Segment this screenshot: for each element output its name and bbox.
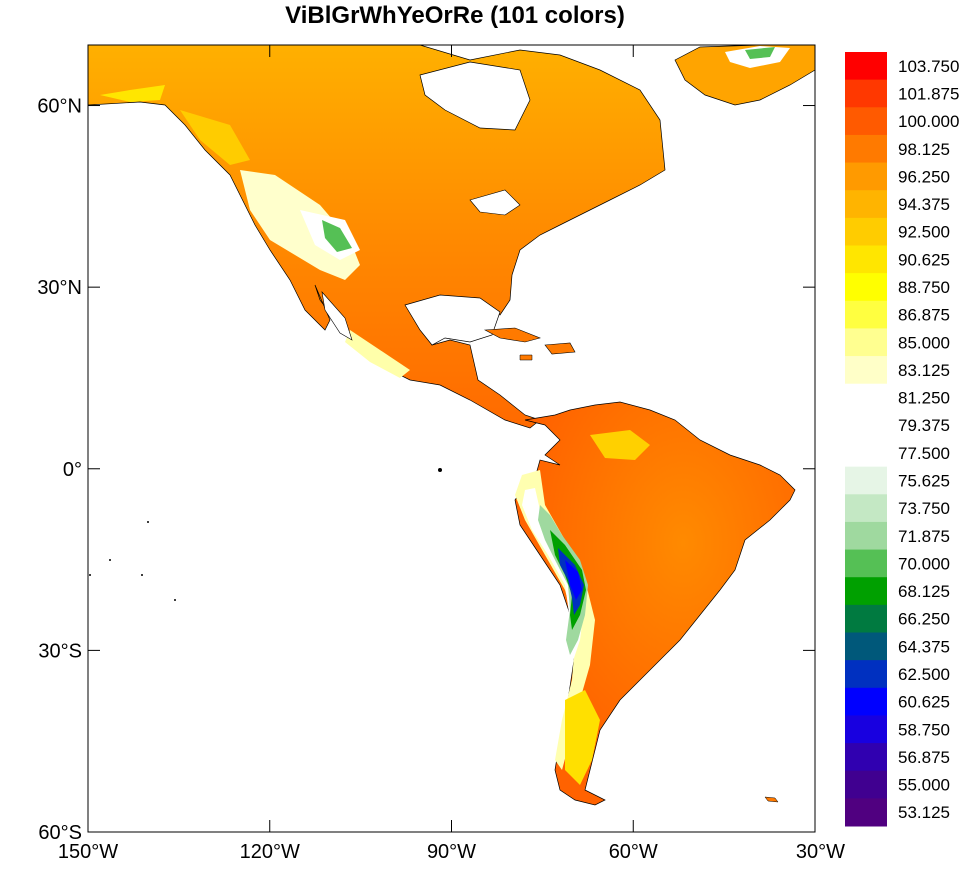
colorbar-label: 73.750 (898, 499, 950, 518)
colorbar-swatch (845, 217, 887, 246)
colorbar-label: 56.875 (898, 748, 950, 767)
colorbar-swatch (845, 273, 887, 302)
map-land (88, 45, 815, 806)
colorbar-label: 62.500 (898, 665, 950, 684)
colorbar-label: 68.125 (898, 582, 950, 601)
colorbar-label: 81.250 (898, 389, 950, 408)
colorbar-swatch (845, 660, 887, 689)
colorbar-swatch (845, 356, 887, 385)
colorbar-swatch (845, 715, 887, 744)
longitude-axis: 150°W 120°W 90°W 60°W 30°W (58, 45, 845, 863)
hispaniola (544, 342, 576, 355)
colorbar-label: 94.375 (898, 195, 950, 214)
colorbar-swatch (845, 770, 887, 799)
colorbar-swatch (845, 604, 887, 633)
lon-tick-label: 120°W (240, 841, 300, 863)
colorbar-label: 60.625 (898, 693, 950, 712)
lat-tick-label: 60°N (37, 96, 82, 118)
cuba (483, 327, 541, 343)
colorbar-swatch (845, 439, 887, 468)
colorbar-label: 101.875 (898, 84, 959, 103)
colorbar-swatch (845, 190, 887, 219)
colorbar-swatch (845, 300, 887, 329)
colorbar-label: 79.375 (898, 416, 950, 435)
map-title: ViBlGrWhYeOrRe (101 colors) (285, 2, 625, 29)
colorbar-label: 55.000 (898, 776, 950, 795)
colorbar-label: 71.875 (898, 527, 950, 546)
colorbar-swatch (845, 743, 887, 772)
lat-tick-label: 30°S (38, 640, 82, 662)
colorbar-swatch (845, 549, 887, 578)
colorbar-swatch (845, 687, 887, 716)
colorbar-label: 92.500 (898, 223, 950, 242)
colorbar-swatch (845, 494, 887, 523)
colorbar-swatch (845, 577, 887, 606)
colorbar: 103.750 101.875 100.000 98.125 96.250 94.375 9… (845, 52, 959, 827)
colorbar-swatch (845, 411, 887, 440)
colorbar-label: 83.125 (898, 361, 950, 380)
colorbar-label: 86.875 (898, 306, 950, 325)
colorbar-label: 53.125 (898, 803, 950, 822)
colorbar-swatch (845, 162, 887, 191)
colorbar-label: 64.375 (898, 637, 950, 656)
lon-tick-label: 150°W (58, 841, 118, 863)
south-america (514, 401, 796, 806)
lat-tick-label: 60°S (38, 822, 82, 844)
colorbar-swatch (845, 466, 887, 495)
lat-tick-label: 0° (63, 459, 82, 481)
colorbar-label: 85.000 (898, 333, 950, 352)
colorbar-swatch (845, 632, 887, 661)
colorbar-label: 88.750 (898, 278, 950, 297)
north-america (88, 45, 666, 429)
latitude-axis: 60°N 30°N 0° 30°S 60°S (37, 96, 815, 844)
colorbar-label: 66.250 (898, 610, 950, 629)
lon-tick-label: 60°W (609, 841, 658, 863)
colorbar-swatch (845, 79, 887, 108)
colorbar-label: 70.000 (898, 554, 950, 573)
colorbar-swatch (845, 52, 887, 81)
lon-tick-label: 90°W (427, 841, 476, 863)
colorbar-label: 58.750 (898, 720, 950, 739)
colorbar-swatch (845, 521, 887, 551)
lat-tick-label: 30°N (37, 277, 82, 299)
colorbar-swatch (845, 134, 887, 164)
colorbar-swatch (845, 383, 887, 412)
colorbar-swatch (845, 245, 887, 274)
colorbar-swatch (845, 798, 887, 827)
gulf-of-mexico (404, 294, 501, 346)
colorbar-label: 96.250 (898, 167, 950, 186)
colorbar-label: 75.625 (898, 471, 950, 490)
colorbar-label: 103.750 (898, 57, 959, 76)
colorbar-swatch (845, 107, 887, 136)
colorbar-swatch (845, 328, 887, 357)
colorbar-label: 100.000 (898, 112, 959, 131)
colorbar-label: 98.125 (898, 140, 950, 159)
colorbar-label: 77.500 (898, 444, 950, 463)
lon-tick-label: 30°W (796, 841, 845, 863)
hudson-bay (419, 61, 531, 131)
colorbar-label: 90.625 (898, 250, 950, 269)
